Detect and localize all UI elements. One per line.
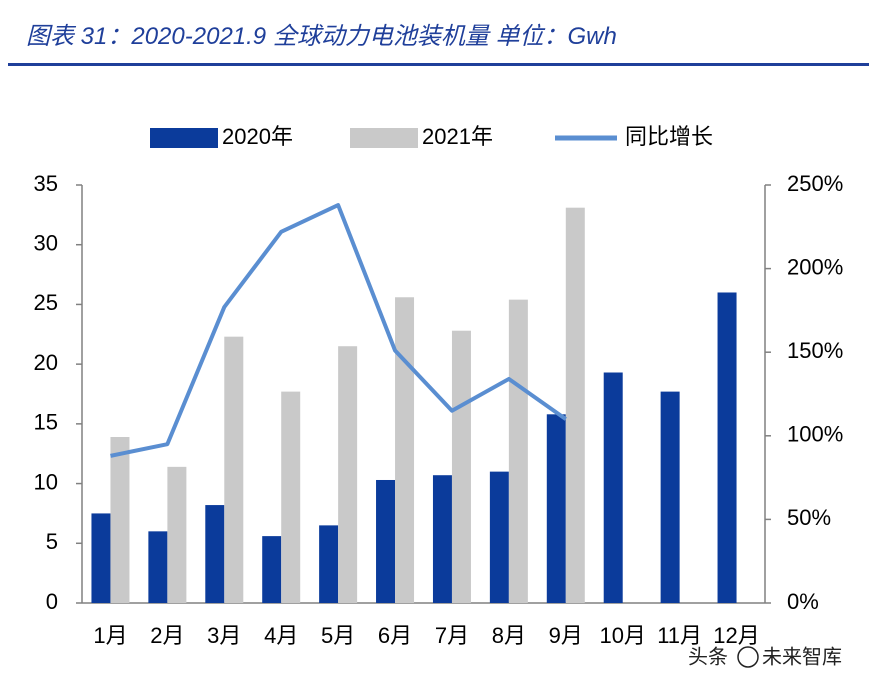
bar	[432, 475, 452, 603]
bar	[508, 299, 528, 603]
x-tick-label: 10月	[599, 623, 645, 648]
x-tick-label: 2月	[150, 623, 184, 648]
watermark: 头条	[688, 645, 728, 668]
y-tick-label: 30	[34, 231, 58, 256]
bar	[717, 292, 737, 603]
legend-label: 同比增长	[625, 124, 713, 149]
legend-label: 2021年	[422, 124, 493, 149]
x-tick-label: 8月	[492, 623, 526, 648]
x-tick-label: 3月	[207, 623, 241, 648]
watermark-icon	[737, 646, 759, 668]
legend-swatch	[350, 128, 418, 148]
bar	[262, 536, 282, 603]
y2-tick-label: 0%	[787, 589, 819, 614]
y2-tick-label: 100%	[787, 422, 843, 447]
x-tick-label: 9月	[549, 623, 583, 648]
bar	[148, 531, 168, 603]
bar	[451, 330, 471, 603]
bar	[565, 207, 585, 604]
bar	[603, 372, 623, 603]
bar	[660, 391, 680, 603]
x-tick-label: 11月	[657, 623, 702, 648]
y-tick-label: 5	[46, 529, 58, 554]
y-tick-label: 0	[46, 589, 58, 614]
y-tick-label: 10	[34, 469, 58, 494]
x-tick-label: 4月	[264, 623, 298, 648]
bar	[376, 479, 396, 603]
y2-tick-label: 200%	[787, 254, 843, 279]
bar	[167, 466, 187, 603]
y2-tick-label: 150%	[787, 338, 843, 363]
y-tick-label: 35	[34, 171, 58, 196]
x-tick-label: 7月	[435, 623, 469, 648]
bar	[395, 297, 415, 603]
x-tick-label: 1月	[93, 623, 127, 648]
x-tick-label: 5月	[321, 623, 355, 648]
bar	[338, 346, 358, 603]
bar	[205, 505, 225, 603]
x-tick-label: 6月	[378, 623, 412, 648]
chart-title: 图表 31：2020-2021.9 全球动力电池装机量 单位：Gwh	[26, 23, 617, 50]
bar	[319, 525, 339, 603]
y-tick-label: 25	[34, 290, 58, 315]
bar	[224, 336, 244, 603]
bar	[489, 471, 509, 603]
bar	[281, 391, 301, 603]
bar	[91, 513, 111, 603]
x-tick-label: 12月	[713, 623, 759, 648]
bar	[110, 436, 130, 603]
y2-tick-label: 250%	[787, 171, 843, 196]
title-rule	[8, 63, 869, 66]
line-series	[110, 203, 567, 458]
y-tick-label: 15	[34, 410, 58, 435]
bar	[546, 414, 566, 603]
y-tick-label: 20	[34, 350, 58, 375]
watermark: 未来智库	[762, 645, 842, 668]
y2-tick-label: 50%	[787, 505, 831, 530]
legend-label: 2020年	[222, 124, 293, 149]
legend-swatch	[150, 128, 218, 148]
